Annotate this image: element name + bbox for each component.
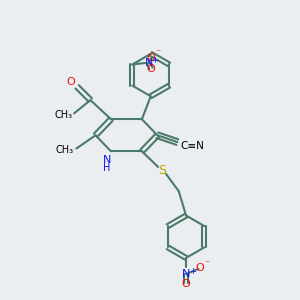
Text: O: O xyxy=(147,53,155,63)
Text: N: N xyxy=(182,269,190,279)
Text: ⁻: ⁻ xyxy=(155,48,160,58)
Text: ⁻: ⁻ xyxy=(205,259,210,269)
Text: +: + xyxy=(189,267,196,276)
Text: O: O xyxy=(66,77,75,87)
Text: CH₃: CH₃ xyxy=(55,110,73,120)
Text: N: N xyxy=(102,155,111,165)
Text: O: O xyxy=(182,279,190,290)
Text: C≡N: C≡N xyxy=(180,141,204,151)
Text: N: N xyxy=(144,58,153,68)
Text: H: H xyxy=(103,163,110,172)
Text: +: + xyxy=(152,56,158,65)
Text: O: O xyxy=(195,262,204,273)
Text: CH₃: CH₃ xyxy=(56,145,74,155)
Text: O: O xyxy=(147,64,155,74)
Text: S: S xyxy=(158,164,166,177)
